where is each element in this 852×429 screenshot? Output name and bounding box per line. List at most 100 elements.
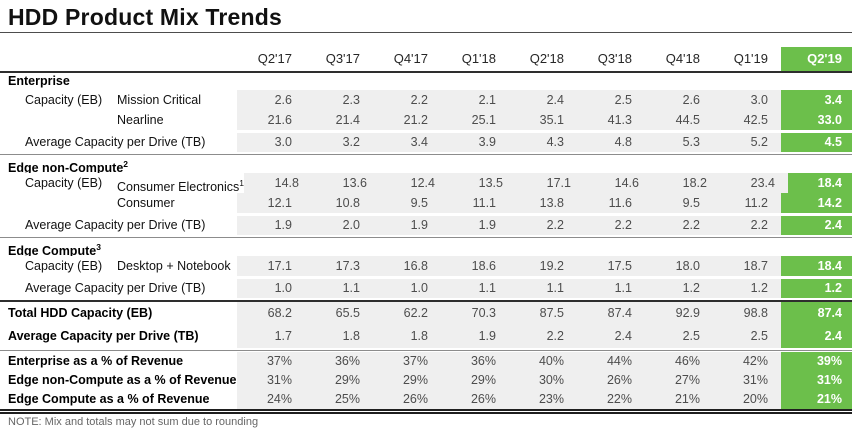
value-cell: 31% <box>237 371 305 390</box>
value-cell: 42.5 <box>713 110 781 130</box>
row-labels: Average Capacity per Drive (TB) <box>0 279 237 298</box>
value-cell: 12.4 <box>380 173 448 193</box>
value-cell: 1.0 <box>237 279 305 298</box>
value-cell: 2.2 <box>509 325 577 348</box>
value-cell: 36% <box>305 352 373 371</box>
revenue-label: Edge Compute as a % of Revenue <box>0 390 237 409</box>
value-cell: 23% <box>509 390 577 409</box>
row-label: Average Capacity per Drive (TB) <box>25 135 206 149</box>
value-cell: 30% <box>509 371 577 390</box>
value-cell: 1.9 <box>373 216 441 235</box>
value-cell: 17.3 <box>305 256 373 276</box>
value-cell: 26% <box>373 390 441 409</box>
revenue-row: Edge non-Compute as a % of Revenue 31% 29%… <box>0 371 852 390</box>
revenue-row: Edge Compute as a % of Revenue 24% 25% 26% 2… <box>0 390 852 409</box>
value-cell-highlight: 2.4 <box>781 325 852 348</box>
value-cell: 14.8 <box>244 173 312 193</box>
value-cell: 2.2 <box>509 216 577 235</box>
value-cell-highlight: 39% <box>781 352 852 371</box>
value-cell: 40% <box>509 352 577 371</box>
value-cell: 17.1 <box>237 256 305 276</box>
value-cell: 27% <box>645 371 713 390</box>
value-cell: 13.6 <box>312 173 380 193</box>
value-cell: 41.3 <box>577 110 645 130</box>
revenue-label: Edge non-Compute as a % of Revenue <box>0 371 237 390</box>
value-cell: 1.9 <box>237 216 305 235</box>
value-cell: 2.2 <box>645 216 713 235</box>
value-cell: 3.0 <box>237 133 305 152</box>
table-header-row: Q2'17 Q3'17 Q4'17 Q1'18 Q2'18 Q3'18 Q4'18 Q1'19… <box>0 33 852 71</box>
value-cell: 31% <box>713 371 781 390</box>
value-cell-highlight: 33.0 <box>781 110 852 130</box>
table-row: Average Capacity per Drive (TB) 3.0 3.2 3.4… <box>0 133 852 152</box>
column-header: Q3'18 <box>597 51 632 66</box>
value-cell: 9.5 <box>373 193 441 213</box>
value-cell: 42% <box>713 352 781 371</box>
column-header-highlight: Q2'19 <box>781 47 852 71</box>
column-header: Q4'18 <box>665 51 700 66</box>
value-cell: 3.2 <box>305 133 373 152</box>
row-labels: Average Capacity per Drive (TB) <box>0 133 237 152</box>
value-cell: 2.6 <box>237 90 305 110</box>
row-sublabel: Desktop + Notebook <box>117 259 231 273</box>
header-divider <box>0 71 852 73</box>
value-cell: 92.9 <box>645 302 713 325</box>
row-labels: Consumer <box>0 193 237 213</box>
row-label: Capacity (EB) <box>25 93 103 107</box>
value-cell: 22% <box>577 390 645 409</box>
value-cell: 19.2 <box>509 256 577 276</box>
value-cell: 2.2 <box>577 216 645 235</box>
value-cell: 2.4 <box>509 90 577 110</box>
row-sublabel: Consumer <box>117 196 175 210</box>
value-cell-highlight: 87.4 <box>781 302 852 325</box>
value-cell: 14.6 <box>584 173 652 193</box>
value-cell: 44% <box>577 352 645 371</box>
column-header: Q1'18 <box>461 51 496 66</box>
row-label: Capacity (EB) <box>25 176 103 190</box>
value-cell: 1.8 <box>305 325 373 348</box>
footnote-marker: 2 <box>123 159 128 169</box>
row-sublabel: Nearline <box>117 113 164 127</box>
value-cell: 1.9 <box>441 325 509 348</box>
value-cell: 44.5 <box>645 110 713 130</box>
value-cell: 1.2 <box>645 279 713 298</box>
value-cell-highlight: 14.2 <box>781 193 852 213</box>
value-cell: 2.5 <box>713 325 781 348</box>
value-cell: 4.8 <box>577 133 645 152</box>
value-cell: 70.3 <box>441 302 509 325</box>
section-header: Edge Compute3 <box>0 239 852 258</box>
table-row: Capacity (EB) Consumer Electronics1 14.8 13… <box>0 173 852 195</box>
value-cell: 9.5 <box>645 193 713 213</box>
column-header: Q3'17 <box>325 51 360 66</box>
revenue-divider <box>0 350 852 352</box>
revenue-row: Enterprise as a % of Revenue 37% 36% 37% 36%… <box>0 352 852 371</box>
value-cell: 3.9 <box>441 133 509 152</box>
summary-label: Average Capacity per Drive (TB) <box>0 325 237 348</box>
value-cell: 2.5 <box>577 90 645 110</box>
table-body: Enterprise Capacity (EB) Mission Critical 2… <box>0 73 852 414</box>
row-label <box>0 110 117 130</box>
value-cell: 23.4 <box>720 173 788 193</box>
row-sublabel <box>205 279 237 298</box>
value-cell: 13.5 <box>448 173 516 193</box>
value-cell: 3.4 <box>373 133 441 152</box>
value-cell: 13.8 <box>509 193 577 213</box>
value-cell: 2.3 <box>305 90 373 110</box>
row-sublabel: Consumer Electronics1 <box>117 178 244 195</box>
value-cell: 2.5 <box>645 325 713 348</box>
section-header: Edge non-Compute2 <box>0 156 852 175</box>
row-label <box>0 193 117 213</box>
value-cell: 46% <box>645 352 713 371</box>
column-header: Q1'19 <box>733 51 768 66</box>
footnote-marker: 1 <box>239 178 244 188</box>
value-cell: 21% <box>645 390 713 409</box>
value-cell: 2.6 <box>645 90 713 110</box>
value-cell: 24% <box>237 390 305 409</box>
value-cell: 25% <box>305 390 373 409</box>
footnote-marker: 3 <box>96 242 101 252</box>
value-cell-highlight: 18.4 <box>781 256 852 276</box>
value-cell: 1.1 <box>577 279 645 298</box>
value-cell: 26% <box>577 371 645 390</box>
section-header: Enterprise <box>0 73 852 90</box>
